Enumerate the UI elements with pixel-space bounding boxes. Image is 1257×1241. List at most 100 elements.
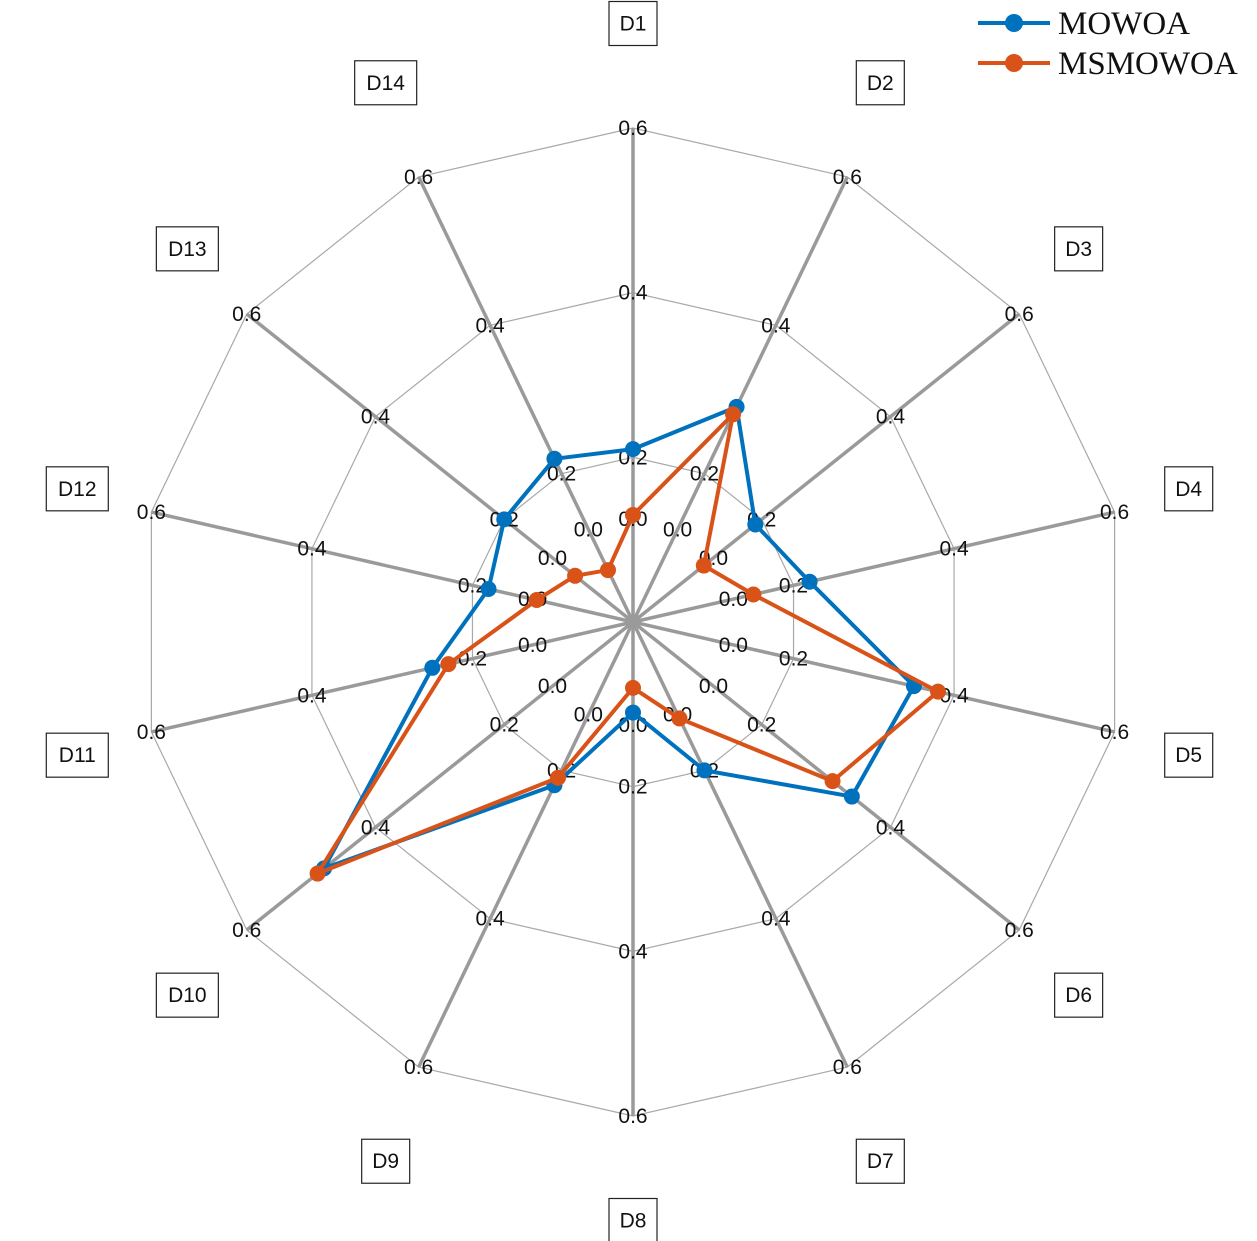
legend-marker (1005, 54, 1023, 72)
tick-label: 0.0 (538, 675, 567, 698)
tick-label: 0.4 (361, 406, 391, 429)
axis-label-text: D4 (1175, 478, 1202, 501)
tick-label: 0.2 (779, 648, 808, 671)
tick-label: 0.4 (876, 406, 906, 429)
data-point-msmowoa (930, 683, 947, 700)
tick-label: 0.0 (574, 704, 603, 727)
tick-label: 0.4 (761, 314, 791, 337)
axis-label-d13: D13 (155, 226, 219, 272)
axis-label-text: D3 (1065, 238, 1092, 261)
axis-label-box (45, 732, 109, 778)
tick-label: 0.6 (404, 166, 433, 189)
data-point-msmowoa (625, 679, 641, 696)
tick-label: 0.4 (476, 908, 506, 931)
axis-label-box (1054, 972, 1104, 1018)
legend-marker (1005, 14, 1023, 32)
axis-spoke (417, 176, 635, 623)
legend-label: MOWOA (1058, 6, 1190, 42)
tick-label: 0.0 (574, 518, 603, 541)
axis-spoke (631, 176, 849, 623)
data-point-mowoa (696, 762, 713, 779)
tick-label: 0.0 (518, 634, 547, 657)
tick-label: 0.4 (361, 816, 391, 839)
axis-label-box (155, 226, 219, 272)
tick-label: 0.2 (618, 776, 647, 799)
legend-item-mowoa: MOWOA (978, 6, 1190, 42)
axis-label-box (361, 1138, 411, 1184)
tick-label: 0.4 (476, 314, 506, 337)
axis-label-box (155, 972, 219, 1018)
series-line-msmowoa (315, 412, 941, 876)
axis-label-d2: D2 (855, 60, 905, 106)
tick-label: 0.4 (939, 538, 969, 561)
axis-spoke (631, 620, 1021, 932)
data-point-msmowoa (440, 656, 457, 673)
data-point-msmowoa (309, 865, 326, 882)
tick-label: 0.6 (232, 919, 261, 942)
axis-label-text: D9 (372, 1150, 399, 1173)
tick-label: 0.4 (761, 908, 791, 931)
axis-label-text: D5 (1175, 744, 1202, 767)
axis-spoke (245, 620, 635, 932)
legend-label: MSMOWOA (1058, 46, 1238, 82)
axis-label-text: D11 (59, 744, 96, 767)
tick-label: 0.4 (876, 816, 906, 839)
tick-label: 0.4 (618, 282, 648, 305)
tick-label: 0.2 (490, 714, 519, 737)
axis-label-box (45, 466, 109, 512)
tick-label: 0.6 (404, 1056, 433, 1079)
grid (150, 127, 1116, 1117)
tick-label: 0.6 (137, 501, 166, 524)
tick-label: 0.6 (137, 721, 166, 744)
tick-label: 0.6 (1005, 303, 1034, 326)
data-point-mowoa (480, 581, 497, 598)
axis-label-text: D8 (620, 1210, 647, 1233)
axis-label-text: D10 (168, 984, 207, 1007)
data-point-mowoa (843, 788, 860, 805)
data-point-mowoa (801, 573, 818, 590)
axis-label-d7: D7 (855, 1138, 905, 1184)
tick-label: 0.4 (939, 684, 969, 707)
data-point-msmowoa (567, 567, 584, 584)
axis-spoke (417, 621, 635, 1068)
axis-spoke (631, 621, 849, 1068)
axis-label-box (608, 1197, 658, 1241)
tick-label: 0.4 (297, 538, 327, 561)
axis-spoke (245, 312, 635, 624)
data-point-msmowoa (725, 406, 742, 423)
tick-label: 0.4 (297, 684, 327, 707)
axis-label-d9: D9 (361, 1138, 411, 1184)
tick-label: 0.2 (747, 714, 776, 737)
data-point-msmowoa (625, 506, 641, 523)
axis-label-box (855, 1138, 905, 1184)
tick-label: 0.6 (1100, 721, 1129, 744)
data-point-msmowoa (528, 592, 545, 609)
axis-label-box (354, 60, 418, 106)
data-point-mowoa (496, 511, 513, 528)
tick-label: 0.6 (232, 303, 261, 326)
data-point-msmowoa (824, 773, 841, 790)
axis-label-text: D6 (1065, 984, 1092, 1007)
legend: MOWOA MSMOWOA (978, 6, 1238, 82)
axis-label-text: D7 (867, 1150, 894, 1173)
axis-label-d3: D3 (1054, 226, 1104, 272)
axis-label-d4: D4 (1164, 466, 1214, 512)
data-point-msmowoa (745, 586, 762, 603)
data-point-mowoa (546, 450, 563, 467)
axis-labels: D1 D2 D3 D4 D5 D6 D7 D8 D9 D10 D11 D12 D13 D14 (45, 0, 1214, 1241)
axis-label-d1: D1 (608, 0, 658, 47)
axis-spoke (632, 510, 1116, 624)
tick-label: 0.2 (779, 574, 808, 597)
tick-label: 0.2 (690, 463, 719, 486)
data-point-mowoa (747, 516, 764, 533)
axis-label-d10: D10 (155, 972, 219, 1018)
axis-label-text: D1 (620, 13, 647, 36)
axis-label-box (1054, 226, 1104, 272)
data-point-mowoa (625, 704, 641, 721)
tick-label: 0.2 (458, 648, 487, 671)
axis-label-d14: D14 (354, 60, 418, 106)
axis-label-d5: D5 (1164, 732, 1214, 778)
axis-spoke (631, 312, 1021, 624)
axis-label-box (608, 0, 658, 47)
tick-label: 0.0 (538, 547, 567, 570)
